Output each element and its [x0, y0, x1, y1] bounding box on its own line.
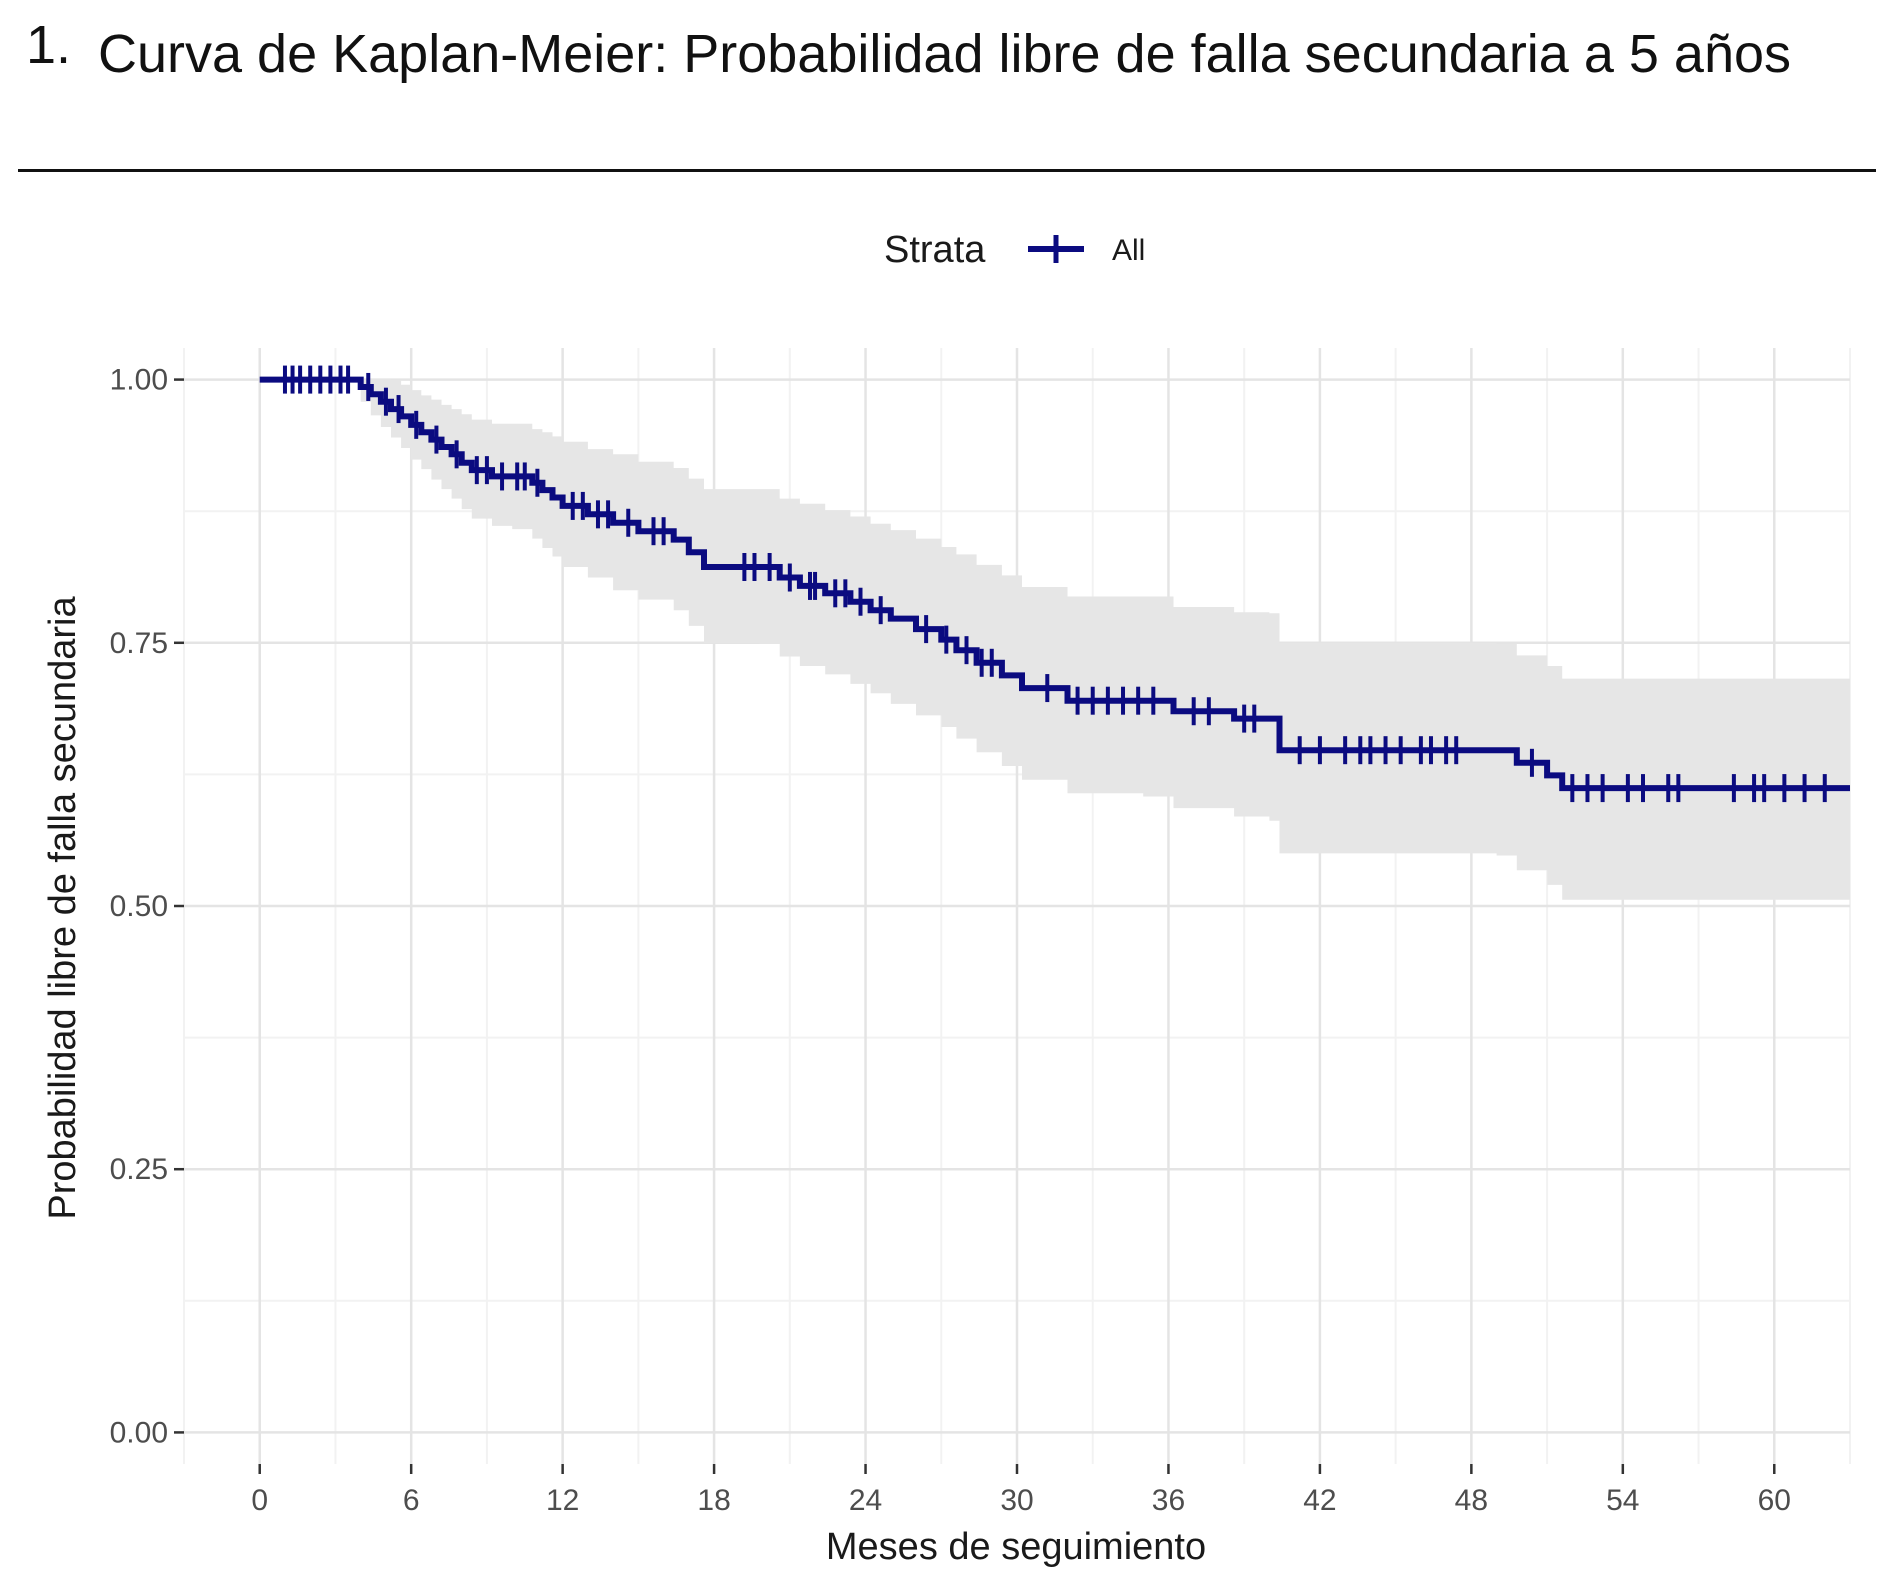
y-axis-title: Probabilidad libre de falla secundaria	[42, 596, 84, 1220]
x-tick-label: 12	[546, 1484, 579, 1517]
x-axis-title: Meses de seguimiento	[826, 1526, 1206, 1568]
x-tick-label: 24	[849, 1484, 882, 1517]
x-tick-label: 18	[697, 1484, 730, 1517]
ci-band	[259, 379, 1851, 900]
x-tick-label: 60	[1758, 1484, 1791, 1517]
x-tick-label: 36	[1152, 1484, 1185, 1517]
legend-label-all: All	[1112, 234, 1145, 267]
y-tick-label: 0.75	[110, 627, 168, 660]
legend: Strata All	[884, 229, 1145, 271]
heading-divider	[18, 169, 1876, 172]
y-axis: 0.00 0.25 0.50 0.75 1.00	[110, 364, 184, 1449]
y-tick-label: 1.00	[110, 364, 168, 397]
x-tick-label: 30	[1000, 1484, 1033, 1517]
ci-band-layer	[259, 379, 1851, 900]
x-tick-label: 54	[1606, 1484, 1639, 1517]
legend-title: Strata	[884, 229, 986, 271]
km-curve-all	[259, 376, 1850, 792]
y-tick-label: 0.50	[110, 890, 168, 923]
x-tick-label: 48	[1455, 1484, 1488, 1517]
y-tick-label: 0.25	[110, 1153, 168, 1186]
x-tick-label: 0	[251, 1484, 268, 1517]
x-tick-label: 42	[1303, 1484, 1336, 1517]
censor-marks	[282, 365, 1827, 803]
heading-text: Curva de Kaplan-Meier: Probabilidad libr…	[98, 24, 1792, 84]
y-tick-label: 0.00	[110, 1416, 168, 1449]
curve-layer	[259, 376, 1850, 792]
x-tick-label: 6	[403, 1484, 420, 1517]
x-axis: 0 6 12 18 24 30 36 42 48 54 60	[251, 1464, 1791, 1517]
grid	[183, 348, 1851, 1464]
heading-number: 1.	[26, 15, 72, 75]
slide-heading: 1. Curva de Kaplan-Meier: Probabilidad l…	[0, 0, 1878, 172]
